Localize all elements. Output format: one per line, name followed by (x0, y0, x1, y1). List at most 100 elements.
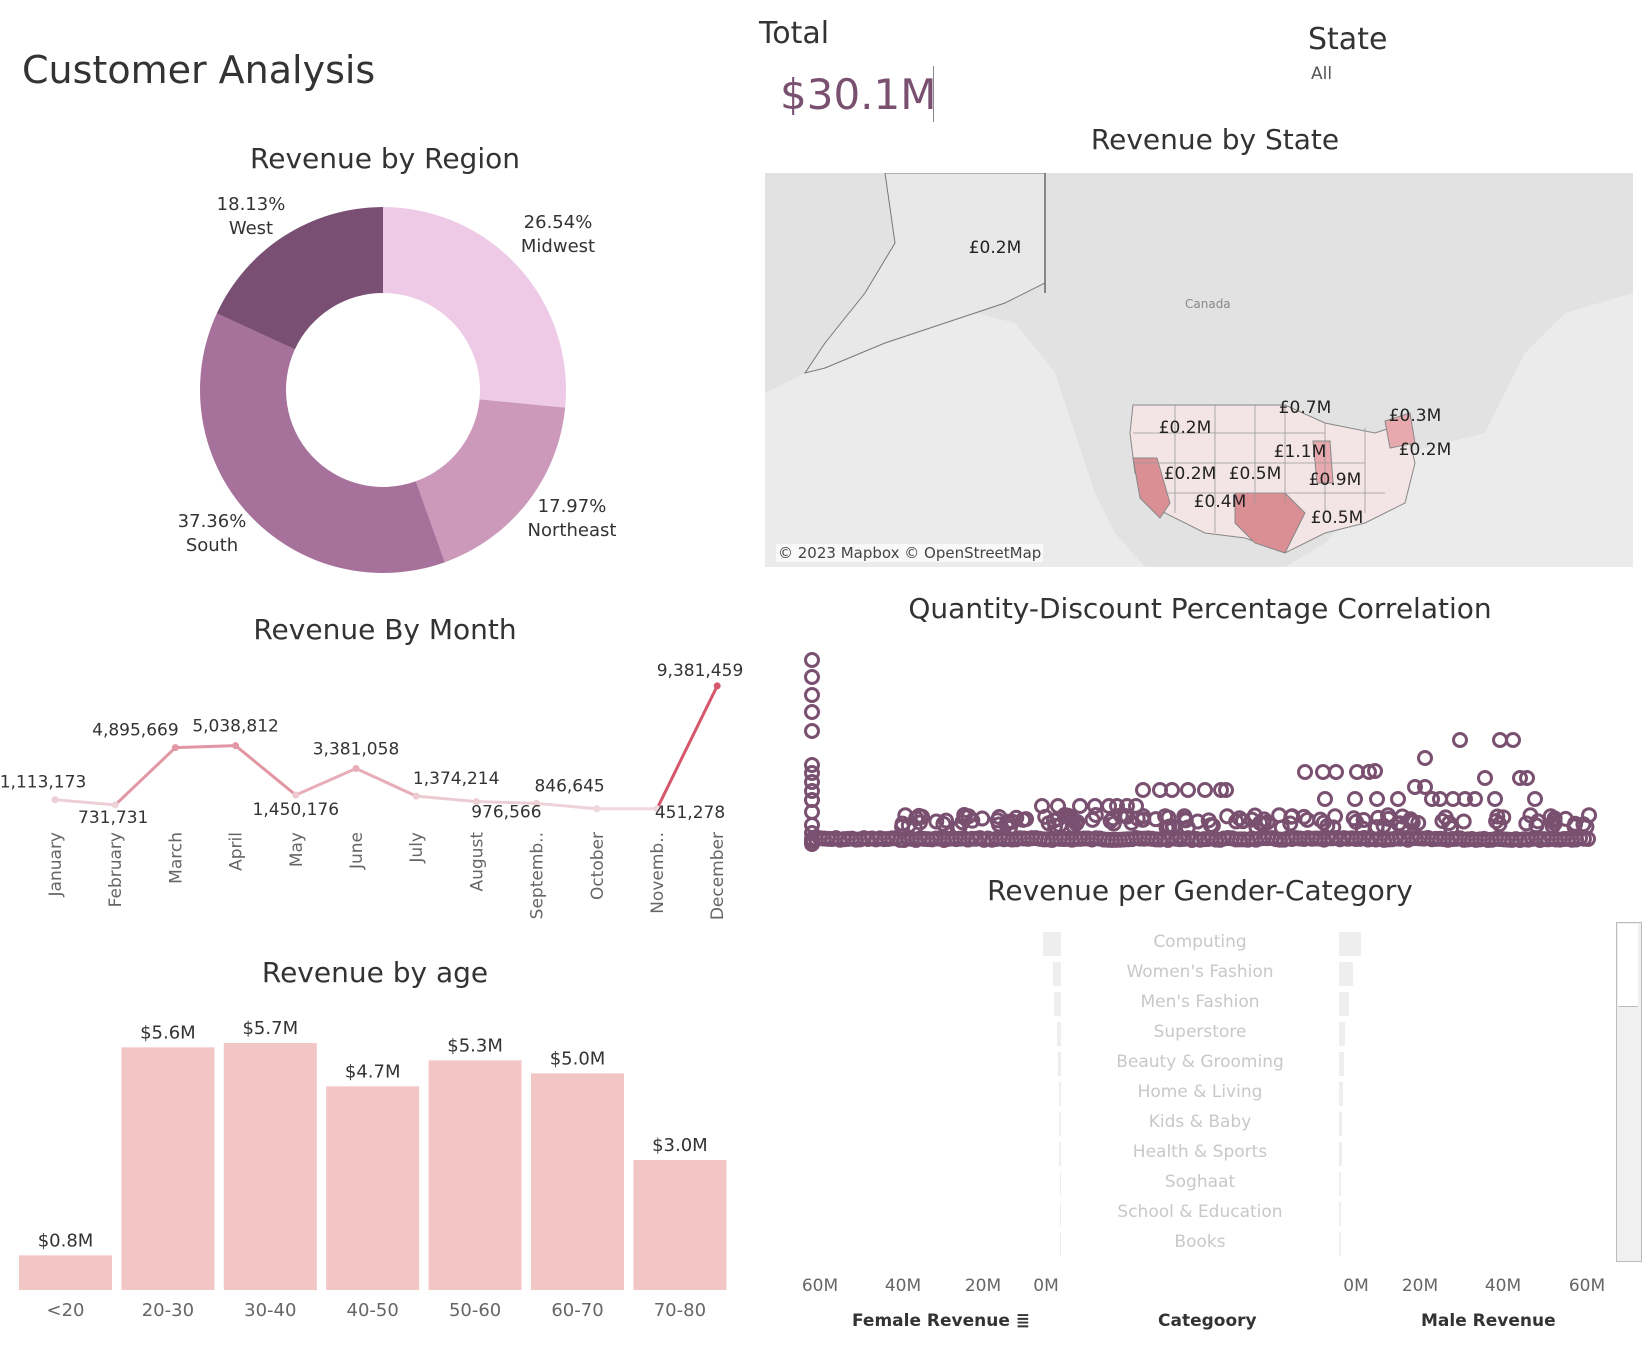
scatter-point[interactable] (804, 652, 820, 668)
scatter-point[interactable] (1368, 819, 1385, 836)
scatter-point[interactable] (1417, 779, 1433, 795)
scatter-point[interactable] (1087, 807, 1104, 824)
scatter-point[interactable] (1018, 811, 1035, 828)
month-point[interactable] (653, 805, 661, 813)
scatter-point[interactable] (1375, 817, 1392, 834)
scatter-point[interactable] (1519, 770, 1535, 786)
scatter-point[interactable] (1410, 814, 1427, 831)
scatter-point[interactable] (1218, 782, 1234, 798)
scatter-point[interactable] (804, 687, 820, 703)
scatter-point[interactable] (1441, 815, 1458, 832)
female-revenue-bar[interactable] (1060, 1172, 1061, 1196)
scatter-point[interactable] (1197, 782, 1213, 798)
scatter-point[interactable] (1119, 798, 1135, 814)
month-point[interactable] (171, 744, 179, 752)
female-revenue-bar[interactable] (1058, 1052, 1061, 1076)
scatter-point[interactable] (1109, 798, 1125, 814)
male-revenue-bar[interactable] (1339, 1022, 1345, 1046)
scatter-point[interactable] (1467, 791, 1483, 807)
month-point[interactable] (352, 764, 360, 772)
female-revenue-bar[interactable] (1053, 962, 1061, 986)
state-filter-value[interactable]: All (1311, 64, 1333, 84)
scatter-point[interactable] (1282, 815, 1299, 832)
age-bar[interactable] (223, 1043, 317, 1290)
scatter-point[interactable] (1505, 732, 1521, 748)
scatter-point[interactable] (1369, 791, 1385, 807)
scatter-point[interactable] (1299, 811, 1316, 828)
scatter-point[interactable] (1407, 779, 1423, 795)
donut-slice-northeast[interactable] (415, 399, 566, 563)
scatter-point[interactable] (1477, 770, 1493, 786)
male-revenue-bar[interactable] (1339, 1142, 1342, 1166)
scatter-point[interactable] (1390, 815, 1407, 832)
male-revenue-bar[interactable] (1339, 1082, 1343, 1106)
scatter-point[interactable] (1158, 819, 1175, 836)
scatter-point[interactable] (1034, 798, 1050, 814)
scatter-point[interactable] (1072, 798, 1088, 814)
male-revenue-bar[interactable] (1339, 1232, 1341, 1256)
scatter-point[interactable] (804, 723, 820, 739)
scatter-point[interactable] (1165, 818, 1182, 835)
scatter-point[interactable] (1527, 791, 1543, 807)
scatter-point[interactable] (908, 810, 925, 827)
scatter-point[interactable] (1522, 807, 1539, 824)
female-revenue-bar[interactable] (1054, 992, 1061, 1016)
scatter-point[interactable] (804, 774, 820, 790)
scatter-point[interactable] (928, 813, 945, 830)
age-bar[interactable] (531, 1073, 624, 1290)
scatter-point[interactable] (1200, 812, 1217, 829)
female-revenue-bar[interactable] (1059, 1142, 1061, 1166)
month-point[interactable] (593, 805, 601, 813)
scatter-point[interactable] (1581, 807, 1598, 824)
female-revenue-bar[interactable] (1059, 1082, 1061, 1106)
male-revenue-bar[interactable] (1339, 932, 1361, 956)
scatter-point[interactable] (804, 704, 820, 720)
scatter-point[interactable] (1297, 764, 1313, 780)
donut-slice-west[interactable] (216, 207, 383, 350)
male-revenue-bar[interactable] (1339, 962, 1353, 986)
female-revenue-bar[interactable] (1043, 932, 1061, 956)
scatter-point[interactable] (1328, 764, 1344, 780)
male-revenue-bar[interactable] (1339, 1112, 1342, 1136)
donut-slice-midwest[interactable] (383, 207, 566, 408)
scatter-point[interactable] (1128, 798, 1144, 814)
scatter-point[interactable] (991, 809, 1008, 826)
month-point[interactable] (472, 798, 480, 806)
scatter-point[interactable] (1455, 813, 1472, 830)
age-bar[interactable] (19, 1255, 112, 1290)
scatter-point[interactable] (938, 812, 955, 829)
state-map[interactable]: Canada £0.2M £0.2M £0.7M £0.3M £1.1M £0.2M £0.… (765, 173, 1633, 567)
scatter-point[interactable] (1248, 819, 1265, 836)
age-bar[interactable] (121, 1047, 215, 1290)
female-revenue-bar[interactable] (1060, 1232, 1061, 1256)
scatter-point[interactable] (804, 765, 820, 781)
scatter-point[interactable] (1219, 808, 1236, 825)
scatter-point[interactable] (1489, 808, 1506, 825)
scatter-point[interactable] (1317, 791, 1333, 807)
scatter-point[interactable] (1177, 812, 1194, 829)
scatter-point[interactable] (1452, 732, 1468, 748)
male-revenue-bar[interactable] (1339, 992, 1349, 1016)
scatter-point[interactable] (1347, 791, 1363, 807)
scatter-point[interactable] (1101, 798, 1117, 814)
scatter-point[interactable] (1567, 815, 1584, 832)
scatter-point[interactable] (1512, 770, 1528, 786)
scatter-point[interactable] (804, 757, 820, 773)
scatter-point[interactable] (1135, 782, 1151, 798)
scatter-point[interactable] (956, 808, 973, 825)
donut-slice-south[interactable] (199, 313, 445, 573)
scatter-point[interactable] (974, 810, 991, 827)
female-revenue-bar[interactable] (1059, 1112, 1061, 1136)
male-revenue-bar[interactable] (1339, 1202, 1341, 1226)
scatter-point[interactable] (1213, 782, 1229, 798)
age-bar[interactable] (428, 1060, 522, 1290)
scatter-point[interactable] (990, 816, 1007, 833)
male-revenue-bar[interactable] (1339, 1052, 1344, 1076)
age-bar[interactable] (633, 1160, 727, 1290)
month-point[interactable] (111, 801, 119, 809)
scatter-point[interactable] (1491, 816, 1508, 833)
month-point[interactable] (533, 799, 541, 807)
month-point[interactable] (292, 791, 300, 799)
map-copyright[interactable]: © 2023 Mapbox © OpenStreetMap (776, 544, 1044, 562)
scatter-point[interactable] (804, 669, 820, 685)
